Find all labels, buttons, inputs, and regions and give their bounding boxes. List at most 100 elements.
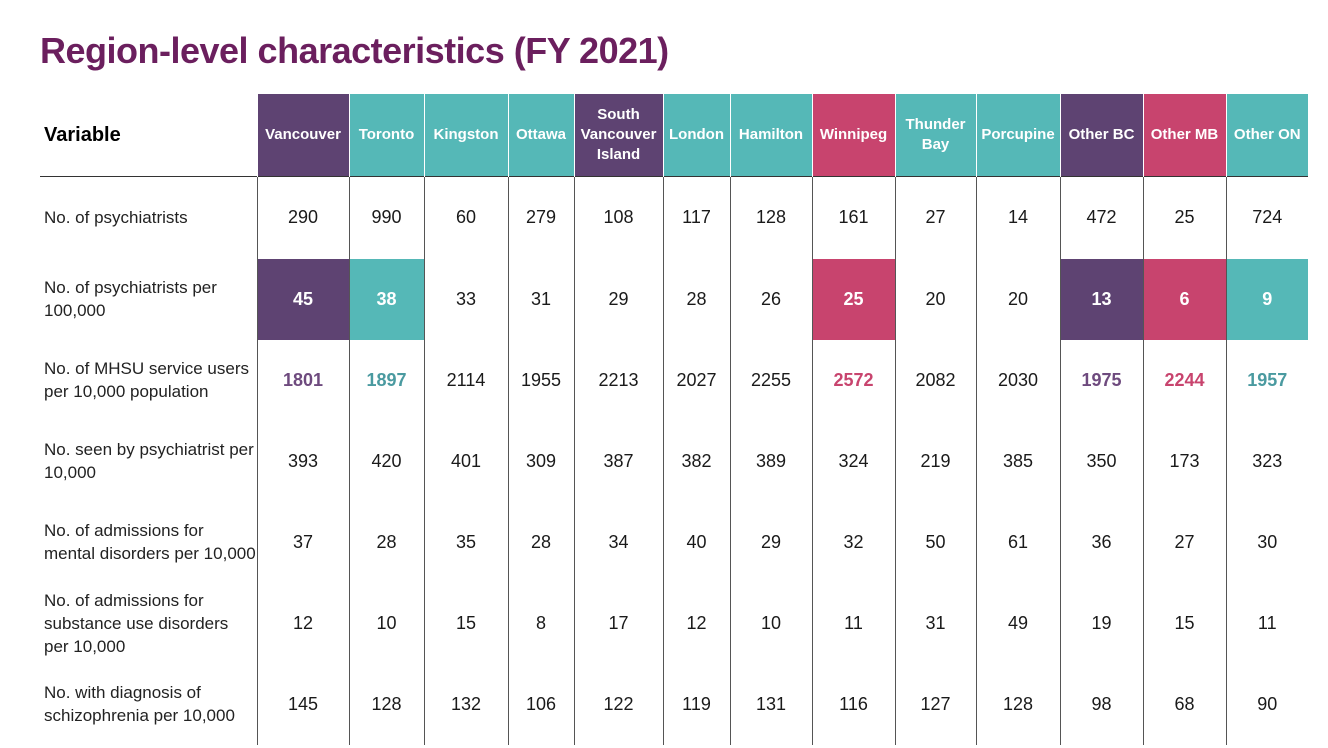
- table-cell: 219: [894, 420, 976, 502]
- table-cell: 13: [1059, 258, 1143, 340]
- region-header: Hamilton: [729, 94, 812, 177]
- table-cell: 128: [729, 176, 812, 259]
- region-header: South Vancouver Island: [573, 94, 663, 177]
- table-cell: 40: [662, 501, 730, 583]
- table-cell: 19: [1059, 582, 1143, 664]
- table-cell: 31: [507, 258, 574, 340]
- table-cell: 30: [1225, 501, 1308, 583]
- table-row: No. of admissions for mental disorders p…: [40, 501, 1308, 583]
- table-cell: 1897: [348, 339, 424, 421]
- table-cell: 128: [348, 663, 424, 745]
- table-cell: 309: [507, 420, 574, 502]
- variable-label: No. of admissions for mental disorders p…: [44, 521, 256, 563]
- table-cell: 106: [507, 663, 574, 745]
- region-header: Porcupine: [975, 94, 1060, 177]
- table-cell: 27: [1142, 501, 1226, 583]
- region-header: Winnipeg: [811, 94, 895, 177]
- table-cell: 1801: [256, 339, 349, 421]
- table-cell: 108: [573, 176, 663, 259]
- table-cell: 38: [348, 258, 424, 340]
- table-cell: 28: [348, 501, 424, 583]
- table-cell: 31: [894, 582, 976, 664]
- table-cell: 128: [975, 663, 1060, 745]
- region-characteristics-table: Variable Vancouver Toronto Kingston Ottawa S…: [40, 94, 1308, 745]
- region-header: Other MB: [1142, 94, 1226, 177]
- table-cell: 2244: [1142, 339, 1226, 421]
- region-header: Ottawa: [507, 94, 574, 177]
- table-cell: 2027: [662, 339, 730, 421]
- table-row: No. seen by psychiatrist per 10,000 393 42…: [40, 420, 1308, 502]
- region-header: Kingston: [423, 94, 508, 177]
- table-cell: 25: [811, 258, 895, 340]
- variable-label: No. of admissions for substance use diso…: [44, 590, 229, 656]
- table-cell: 323: [1225, 420, 1308, 502]
- table-cell: 131: [729, 663, 812, 745]
- table-cell: 472: [1059, 176, 1143, 259]
- table-cell: 2082: [894, 339, 976, 421]
- table-cell: 2255: [729, 339, 812, 421]
- table-cell: 389: [729, 420, 812, 502]
- table-cell: 90: [1225, 663, 1308, 745]
- table-cell: 11: [1225, 582, 1308, 664]
- variable-label: No. of MHSU service users per 10,000 pop…: [44, 359, 249, 401]
- table-cell: 61: [975, 501, 1060, 583]
- page-title: Region-level characteristics (FY 2021): [40, 30, 669, 71]
- table-cell: 60: [423, 176, 508, 259]
- table-cell: 20: [894, 258, 976, 340]
- table-cell: 420: [348, 420, 424, 502]
- table-cell: 29: [729, 501, 812, 583]
- table-cell: 17: [573, 582, 663, 664]
- region-header: London: [662, 94, 730, 177]
- table-cell: 9: [1225, 258, 1308, 340]
- table-cell: 26: [729, 258, 812, 340]
- table-row: No. of admissions for substance use diso…: [40, 582, 1308, 664]
- table-cell: 387: [573, 420, 663, 502]
- table-cell: 33: [423, 258, 508, 340]
- table-cell: 6: [1142, 258, 1226, 340]
- table-cell: 32: [811, 501, 895, 583]
- region-header: Vancouver: [256, 94, 349, 177]
- table-cell: 279: [507, 176, 574, 259]
- table-cell: 401: [423, 420, 508, 502]
- table-cell: 132: [423, 663, 508, 745]
- table-cell: 35: [423, 501, 508, 583]
- table-cell: 14: [975, 176, 1060, 259]
- table-cell: 122: [573, 663, 663, 745]
- variable-label: No. of psychiatrists per 100,000: [44, 278, 217, 320]
- table-cell: 173: [1142, 420, 1226, 502]
- variable-label: No. of psychiatrists: [44, 208, 188, 228]
- region-header: Other ON: [1225, 94, 1308, 177]
- table-cell: 393: [256, 420, 349, 502]
- region-header: Toronto: [348, 94, 424, 177]
- table-row: No. of psychiatrists 290 990 60 279 108 117 128…: [40, 176, 1308, 259]
- table-cell: 25: [1142, 176, 1226, 259]
- table-cell: 10: [348, 582, 424, 664]
- region-header: Other BC: [1059, 94, 1143, 177]
- table-cell: 29: [573, 258, 663, 340]
- table-cell: 117: [662, 176, 730, 259]
- table-cell: 34: [573, 501, 663, 583]
- table-cell: 98: [1059, 663, 1143, 745]
- table-cell: 724: [1225, 176, 1308, 259]
- table-cell: 990: [348, 176, 424, 259]
- table-cell: 1955: [507, 339, 574, 421]
- table-row: No. of psychiatrists per 100,000 45 38 33 31…: [40, 258, 1308, 340]
- table-cell: 10: [729, 582, 812, 664]
- region-header: Thunder Bay: [894, 94, 976, 177]
- variable-label: No. with diagnosis of schizophrenia per …: [44, 683, 235, 725]
- table-cell: 28: [662, 258, 730, 340]
- table-cell: 36: [1059, 501, 1143, 583]
- table-cell: 290: [256, 176, 349, 259]
- table-cell: 2030: [975, 339, 1060, 421]
- table-cell: 2114: [423, 339, 508, 421]
- table-cell: 1975: [1059, 339, 1143, 421]
- table-cell: 28: [507, 501, 574, 583]
- table-cell: 382: [662, 420, 730, 502]
- variable-column-header: Variable: [40, 94, 257, 177]
- table-cell: 50: [894, 501, 976, 583]
- table-cell: 2213: [573, 339, 663, 421]
- table-cell: 11: [811, 582, 895, 664]
- table-cell: 161: [811, 176, 895, 259]
- table-cell: 324: [811, 420, 895, 502]
- table-cell: 127: [894, 663, 976, 745]
